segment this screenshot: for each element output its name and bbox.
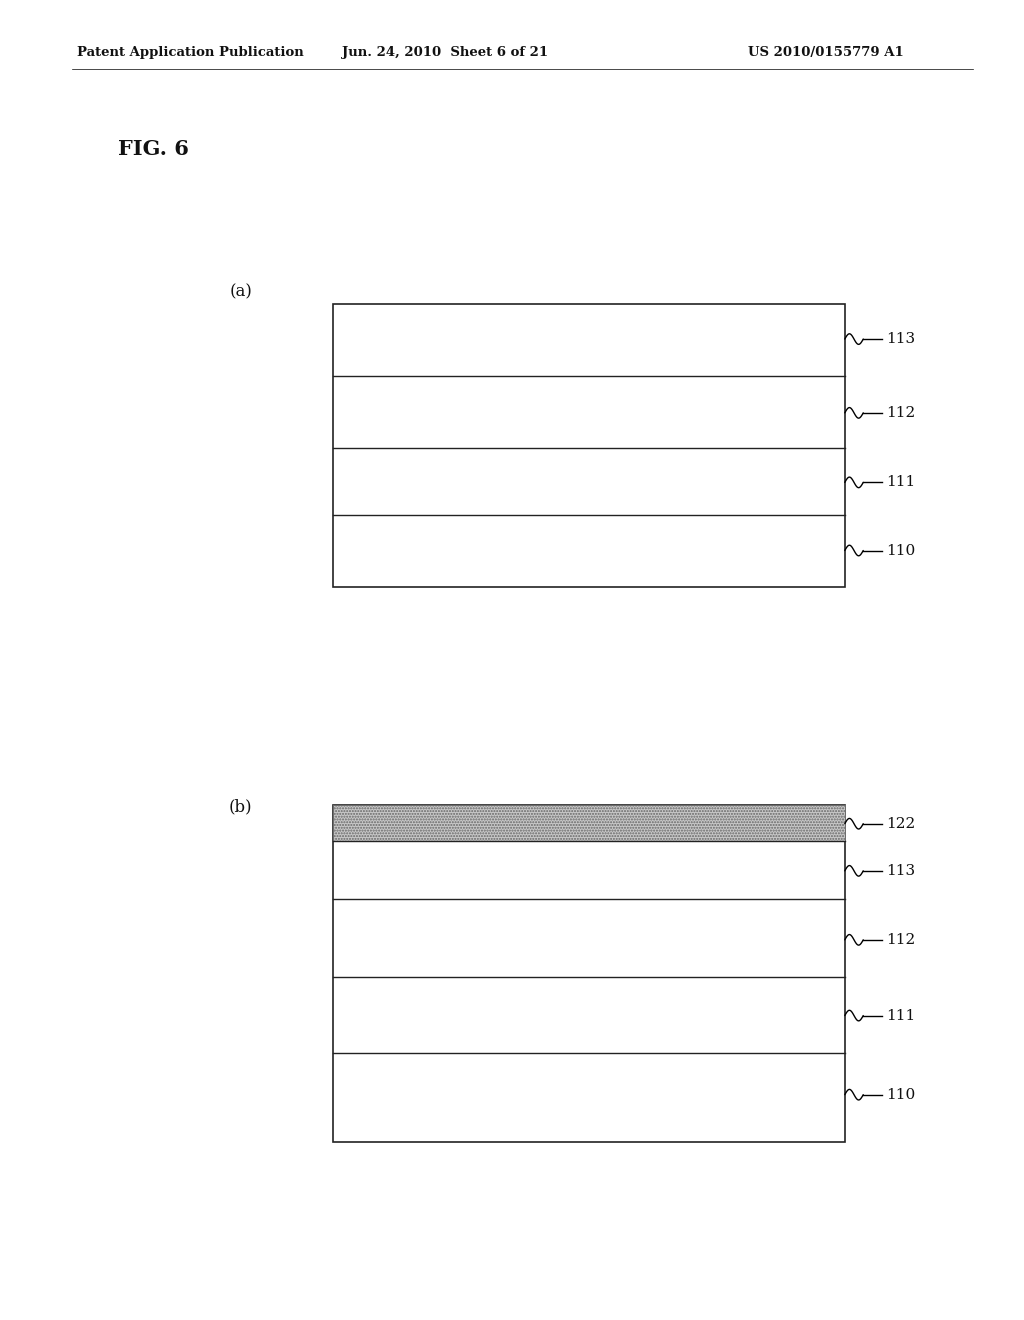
Text: Patent Application Publication: Patent Application Publication [77,46,303,59]
Text: FIG. 6: FIG. 6 [118,139,188,158]
Text: 112: 112 [886,933,915,946]
Text: 111: 111 [886,1008,915,1023]
Bar [333,805,845,1142]
Text: 111: 111 [886,475,915,490]
Text: 112: 112 [886,405,915,420]
Text: 110: 110 [886,544,915,557]
Text: Jun. 24, 2010  Sheet 6 of 21: Jun. 24, 2010 Sheet 6 of 21 [342,46,549,59]
Text: 122: 122 [886,817,915,830]
Text: 110: 110 [886,1088,915,1102]
Text: US 2010/0155779 A1: US 2010/0155779 A1 [748,46,903,59]
Text: 113: 113 [886,333,914,346]
Text: (b): (b) [228,799,253,816]
Bar [333,805,845,841]
Text: 113: 113 [886,863,914,878]
Bar [333,805,845,841]
Bar [333,304,845,587]
Text: (a): (a) [229,284,252,301]
